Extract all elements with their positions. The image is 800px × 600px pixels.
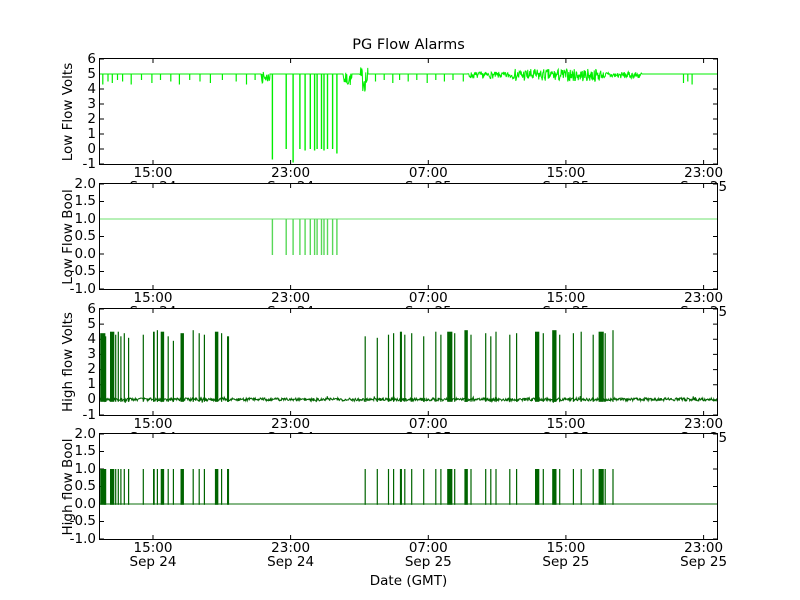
y-tick-label: -0.5 <box>69 263 96 279</box>
y-tick-label: 1.5 <box>74 193 96 209</box>
x-tick-time: 15:00 <box>133 540 173 556</box>
y-tick-label: 0.0 <box>74 245 96 262</box>
y-tick-label: -0.5 <box>69 513 96 529</box>
y-tick-label: 1 <box>87 376 96 393</box>
y-tick-label: -1 <box>82 155 96 172</box>
x-tick-date: Sep 24 <box>129 554 177 570</box>
y-tick-label: 6 <box>87 50 96 67</box>
x-tick-time: 23:00 <box>684 165 724 181</box>
subplot-low-flow-volts: 6 5 4 3 2 1 0 -1 <box>83 51 718 171</box>
y-tick-label: 5 <box>87 315 96 332</box>
y-tick-label: 1.0 <box>74 460 96 477</box>
plot-area-low-flow-volts <box>100 59 717 164</box>
x-tick-time: 23:00 <box>684 540 724 556</box>
y-tick-label: 1.5 <box>74 443 96 459</box>
y-tick-label: 5 <box>87 65 96 82</box>
x-axis-title: Date (GMT) <box>369 573 448 589</box>
plot-area-high-flow-volts <box>100 309 717 415</box>
y-tick-label: 4 <box>87 80 96 97</box>
y-tick-label: 2 <box>87 110 96 127</box>
x-tick-time: 23:00 <box>684 416 724 432</box>
y-tick-label: 2.0 <box>74 425 96 442</box>
y-tick-label: 2.0 <box>74 175 96 192</box>
subplot-high-flow-bool: 2.0 1.5 1.0 0.5 0.0 -0.5 -1.0 <box>70 426 718 546</box>
y-tick-label: 4 <box>87 330 96 347</box>
y-tick-label: 6 <box>87 300 96 317</box>
plot-area-high-flow-bool <box>100 434 717 539</box>
subplot-low-flow-bool: 2.0 1.5 1.0 0.5 0.0 -0.5 -1.0 <box>70 176 718 296</box>
y-tick-label: 1.0 <box>74 210 96 227</box>
x-tick-time: 23:00 <box>271 165 311 181</box>
x-tick-time: 15:00 <box>546 165 586 181</box>
x-tick-time: 23:00 <box>271 290 311 306</box>
x-tick-time: 07:00 <box>408 165 448 181</box>
x-tick-date: Sep 25 <box>404 554 452 570</box>
y-tick-label: 1 <box>87 125 96 142</box>
x-tick-time: 15:00 <box>546 540 586 556</box>
y-tick-label: 0.0 <box>74 495 96 512</box>
x-tick-date: Sep 25 <box>542 554 590 570</box>
x-tick-time: 15:00 <box>546 290 586 306</box>
y-tick-label: 2 <box>87 361 96 378</box>
x-tick-time: 07:00 <box>408 540 448 556</box>
x-tick-time: 23:00 <box>684 290 724 306</box>
plot-area-low-flow-bool <box>100 184 717 289</box>
x-tick-time: 15:00 <box>133 416 173 432</box>
y-tick-label: 0.5 <box>74 228 96 244</box>
x-tick-time: 07:00 <box>408 416 448 432</box>
y-tick-label: -1.0 <box>69 280 96 297</box>
x-tick-time: 23:00 <box>271 540 311 556</box>
y-tick-label: 0 <box>87 140 96 157</box>
x-tick-time: 07:00 <box>408 290 448 306</box>
x-tick-time: 23:00 <box>271 416 311 432</box>
y-tick-label: 3 <box>87 95 96 112</box>
x-tick-time: 15:00 <box>546 416 586 432</box>
subplot-high-flow-volts: 6 5 4 3 2 1 0 -1 <box>83 301 718 422</box>
x-tick-date: Sep 24 <box>267 554 315 570</box>
x-tick-time: 15:00 <box>133 290 173 306</box>
x-tick-date: Sep 25 <box>680 554 728 570</box>
y-tick-label: 0.5 <box>74 478 96 494</box>
y-tick-label: -1 <box>82 406 96 423</box>
y-tick-label: 0 <box>87 391 96 408</box>
x-tick-time: 15:00 <box>133 165 173 181</box>
chart-title: PG Flow Alarms <box>352 37 465 53</box>
y-tick-label: 3 <box>87 345 96 362</box>
y-tick-label: -1.0 <box>69 530 96 547</box>
x-tick-row-3: 15:00 Sep 24 23:00 Sep 24 07:00 Sep 25 15:00 Se… <box>0 541 800 581</box>
